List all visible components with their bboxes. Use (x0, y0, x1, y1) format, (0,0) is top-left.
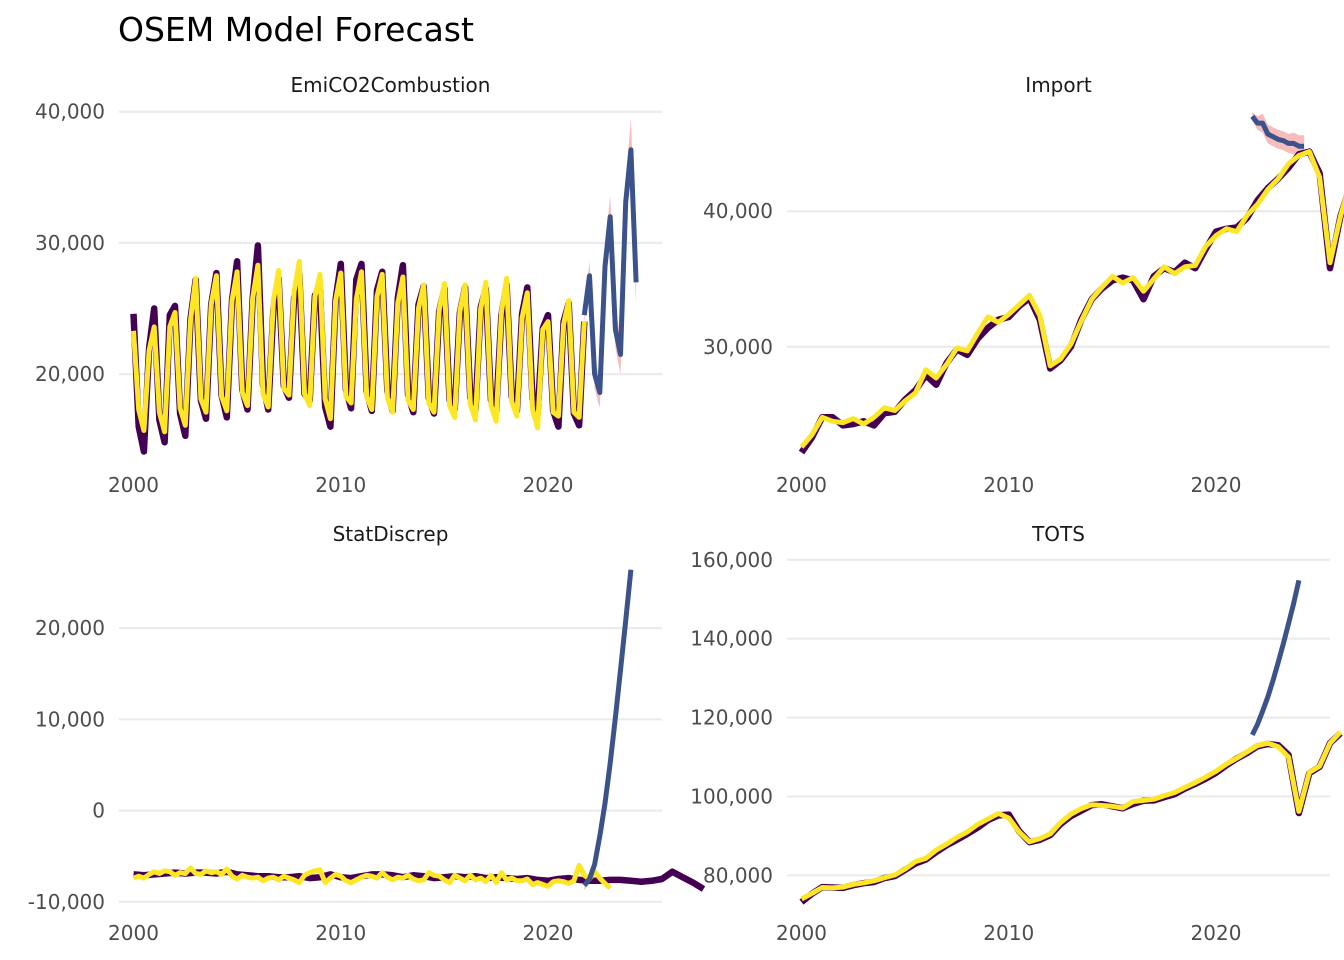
panel-TOTS: TOTS 80,000 100,000 120,000 140,000 160,000 20… (690, 522, 1343, 945)
fitted-series-line (131, 258, 587, 435)
y-tick-label: 40,000 (35, 100, 105, 124)
y-tick-label: 10,000 (35, 707, 105, 731)
panel-title: EmiCO2Combustion (291, 73, 491, 97)
panel-StatDiscrep: StatDiscrep -10,000 0 10,000 20,000 2000 2010 2… (28, 522, 706, 945)
panels: EmiCO2Combustion 20,000 30,000 40,000 2000 20… (28, 73, 1344, 945)
y-tick-label: 80,000 (703, 863, 773, 887)
fitted-series-line (800, 730, 1343, 902)
x-tick-label: 2020 (1191, 473, 1242, 497)
y-tick-label: 30,000 (703, 335, 773, 359)
y-tick-label: 100,000 (690, 784, 773, 808)
x-tick-label: 2000 (776, 921, 827, 945)
y-tick-label: 40,000 (703, 199, 773, 223)
x-tick-label: 2000 (108, 921, 159, 945)
forecast-interval-band (584, 118, 637, 409)
fitted-series-line (799, 149, 1344, 449)
panel-title: Import (1025, 73, 1092, 97)
forecast-series-line (1250, 114, 1305, 149)
x-tick-label: 2020 (1191, 921, 1242, 945)
y-tick-label: 20,000 (35, 616, 105, 640)
y-tick-label: 120,000 (690, 706, 773, 730)
y-tick-label: 140,000 (690, 627, 773, 651)
x-tick-label: 2010 (315, 473, 366, 497)
x-tick-label: 2020 (523, 473, 574, 497)
y-tick-label: 160,000 (690, 548, 773, 572)
x-tick-label: 2000 (108, 473, 159, 497)
forecast-interval-band (1252, 112, 1305, 157)
y-tick-label: 0 (92, 799, 105, 823)
panel-title: StatDiscrep (333, 522, 449, 546)
x-tick-label: 2000 (776, 473, 827, 497)
actual-series-line (798, 148, 1344, 455)
forecast-series-line (1250, 579, 1302, 737)
panel-title: TOTS (1031, 522, 1085, 546)
forecast-series-line (582, 569, 634, 887)
x-tick-label: 2010 (983, 921, 1034, 945)
forecast-series-line (581, 147, 639, 395)
panel-EmiCO2Combustion: EmiCO2Combustion 20,000 30,000 40,000 2000 20… (35, 73, 662, 497)
x-tick-label: 2010 (315, 921, 366, 945)
fitted-series-line (132, 862, 612, 890)
x-tick-label: 2020 (523, 921, 574, 945)
x-tick-label: 2010 (983, 473, 1034, 497)
figure-title: OSEM Model Forecast (118, 10, 474, 49)
y-tick-label: 30,000 (35, 231, 105, 255)
y-tick-label: 20,000 (35, 362, 105, 386)
y-tick-label: -10,000 (28, 890, 105, 914)
panel-Import: Import 30,000 40,000 2000 2010 2020 (703, 73, 1344, 497)
